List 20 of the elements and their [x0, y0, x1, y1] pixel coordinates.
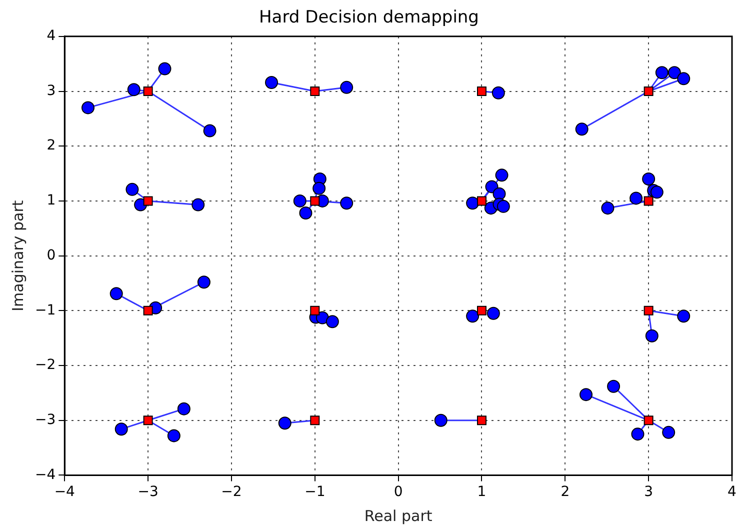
x-tick-label: 3: [644, 484, 654, 500]
y-tick-label: 4: [46, 28, 56, 44]
y-tick-label: 0: [46, 247, 56, 264]
y-tick-label: −2: [34, 357, 56, 374]
y-tick-label: 3: [46, 82, 56, 99]
x-tick-label: 0: [394, 484, 403, 500]
x-tick-label: −1: [304, 484, 326, 500]
y-tick-label: −1: [34, 302, 56, 318]
y-tick-label: 2: [46, 138, 56, 154]
x-axis-title: Real part: [364, 506, 432, 525]
y-tick-label: −3: [34, 412, 56, 428]
chart-title: Hard Decision demapping: [259, 8, 479, 28]
x-tick-label: 2: [560, 484, 570, 500]
x-tick-label: 1: [477, 484, 486, 500]
y-axis-title: Imaginary part: [8, 200, 27, 312]
x-tick-label: −3: [138, 484, 158, 500]
x-tick-label: −2: [221, 484, 242, 500]
y-tick-label: 1: [46, 192, 56, 209]
x-tick-label: 4: [728, 484, 737, 500]
y-tick-label: −4: [34, 466, 56, 483]
